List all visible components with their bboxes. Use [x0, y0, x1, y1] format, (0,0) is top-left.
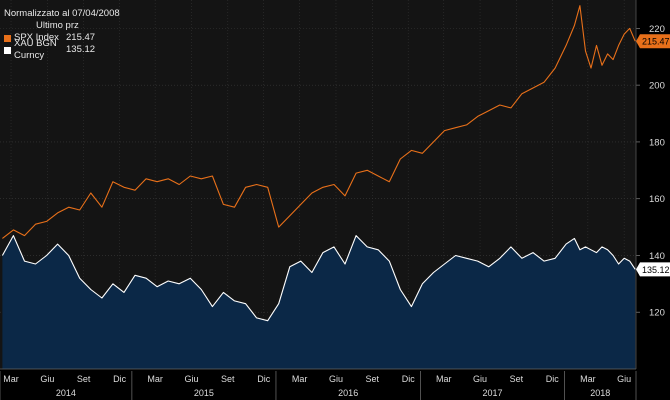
x-tick-label: Set — [510, 374, 524, 384]
series-line-spx — [2, 5, 636, 239]
legend-entry-xau: XAU BGN Curncy 135.12 — [4, 38, 120, 61]
series-line-xau — [1, 235, 636, 322]
legend-swatch-xau — [4, 46, 11, 54]
y-tick-label: 200 — [649, 81, 665, 92]
legend: Normalizzato al 07/04/2008 Ultimo prz SP… — [4, 8, 120, 61]
x-tick-label: Dic — [257, 374, 270, 384]
x-tick-label: Set — [221, 374, 235, 384]
x-tick-label: Dic — [402, 374, 415, 384]
x-tick-label: Giu — [473, 374, 487, 384]
legend-value-xau: 135.12 — [66, 44, 96, 55]
legend-name-xau: XAU BGN Curncy — [14, 38, 57, 61]
year-label: 2015 — [194, 388, 214, 398]
x-tick-label: Giu — [329, 374, 343, 384]
y-tick-label: 140 — [649, 251, 665, 262]
x-tick-label: Giu — [184, 374, 198, 384]
last-value-label-xau: 135.12 — [642, 265, 670, 275]
legend-subtitle: Ultimo prz — [36, 20, 79, 31]
y-tick-label: 220 — [649, 24, 665, 35]
x-tick-label: Set — [77, 374, 91, 384]
x-tick-label: Mar — [436, 374, 452, 384]
legend-title: Normalizzato al 07/04/2008 — [4, 8, 120, 19]
last-value-tag-spx — [636, 34, 670, 49]
x-tick-label: Mar — [3, 374, 19, 384]
y-tick-label: 120 — [649, 308, 665, 319]
x-tick-label: Set — [366, 374, 380, 384]
year-label: 2014 — [56, 388, 76, 398]
legend-name-spx: SPX Index — [14, 32, 59, 43]
last-value-label-spx: 215.47 — [642, 37, 670, 47]
legend-entry-spx: SPX Index 215.47 — [4, 32, 120, 44]
year-label: 2017 — [482, 388, 502, 398]
x-tick-label: Dic — [113, 374, 126, 384]
legend-value-spx: 215.47 — [66, 32, 96, 43]
legend-swatch-spx — [4, 34, 11, 42]
x-tick-label: Mar — [580, 374, 596, 384]
x-tick-label: Giu — [40, 374, 54, 384]
x-tick-label: Giu — [617, 374, 631, 384]
last-value-tag-xau — [636, 262, 670, 277]
series-area-xau — [2, 235, 636, 369]
y-tick-label: 180 — [649, 137, 665, 148]
year-label: 2016 — [338, 388, 358, 398]
year-label: 2018 — [590, 388, 610, 398]
x-tick-label: Mar — [147, 374, 163, 384]
x-tick-label: Mar — [292, 374, 308, 384]
x-tick-label: Dic — [546, 374, 559, 384]
y-tick-label: 160 — [649, 194, 665, 205]
